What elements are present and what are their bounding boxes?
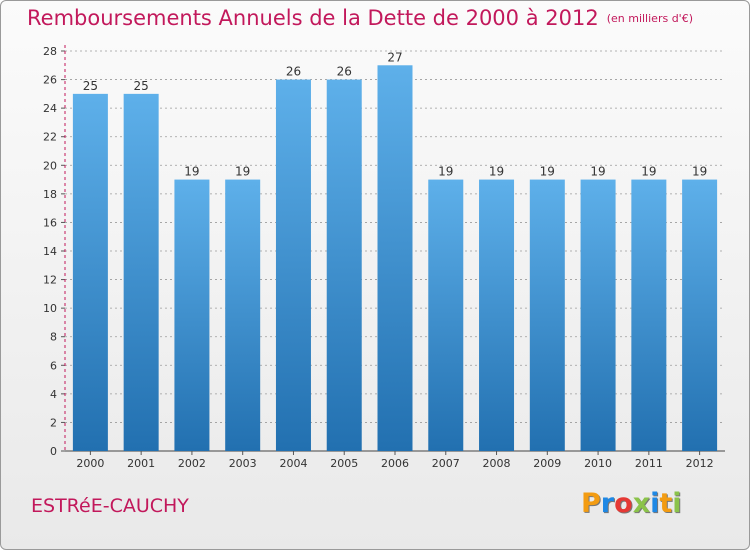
bar — [529, 179, 565, 452]
bar — [377, 65, 413, 452]
y-tick-label: 26 — [43, 74, 57, 87]
y-tick-label: 16 — [43, 216, 57, 229]
data-label: 19 — [489, 165, 504, 179]
x-tick-label: 2009 — [533, 457, 561, 470]
data-label: 19 — [590, 165, 605, 179]
y-tick-label: 24 — [43, 102, 57, 115]
x-tick-label: 2012 — [686, 457, 714, 470]
data-label: 19 — [641, 165, 656, 179]
logo-letter: x — [632, 488, 651, 519]
y-tick-label: 8 — [50, 331, 57, 344]
logo-letter: P — [581, 488, 601, 519]
bar — [580, 179, 616, 452]
logo-letter: o — [614, 488, 633, 519]
y-tick-label: 2 — [50, 416, 57, 429]
data-label: 19 — [235, 165, 250, 179]
y-tick-label: 22 — [43, 131, 57, 144]
x-tick-label: 2004 — [279, 457, 307, 470]
bar — [72, 93, 108, 451]
y-tick-label: 20 — [43, 159, 57, 172]
x-tick-label: 2003 — [229, 457, 257, 470]
y-tick-label: 10 — [43, 302, 57, 315]
data-label: 19 — [184, 165, 199, 179]
x-tick-label: 2006 — [381, 457, 409, 470]
data-label: 26 — [337, 65, 352, 79]
x-tick-label: 2001 — [127, 457, 155, 470]
logo-letter: i — [650, 488, 660, 519]
bar — [428, 179, 464, 452]
x-tick-label: 2007 — [432, 457, 460, 470]
bar — [326, 79, 362, 452]
proxiti-logo: Proxiti — [581, 488, 682, 519]
logo-letter: i — [672, 488, 682, 519]
commune-name: ESTRéE-CAUCHY — [31, 495, 189, 517]
bar — [123, 93, 159, 451]
data-label: 19 — [540, 165, 555, 179]
x-tick-label: 2008 — [483, 457, 511, 470]
x-tick-label: 2000 — [76, 457, 104, 470]
y-tick-label: 0 — [50, 445, 57, 458]
bar — [174, 179, 210, 452]
logo-letter: t — [659, 488, 673, 519]
data-label: 27 — [387, 50, 402, 64]
title-text: Remboursements Annuels de la Dette de 20… — [27, 6, 599, 30]
y-tick-label: 14 — [43, 245, 57, 258]
unit-label: (en milliers d'€) — [606, 12, 693, 25]
data-label: 25 — [83, 79, 98, 93]
x-tick-label: 2011 — [635, 457, 663, 470]
logo-letter: r — [600, 488, 615, 519]
data-label: 19 — [692, 165, 707, 179]
chart-title: Remboursements Annuels de la Dette de 20… — [27, 6, 693, 30]
data-label: 25 — [134, 79, 149, 93]
bar — [682, 179, 718, 452]
y-tick-label: 12 — [43, 274, 57, 287]
bar — [479, 179, 515, 452]
data-label: 26 — [286, 65, 301, 79]
y-tick-label: 4 — [50, 388, 57, 401]
bar — [275, 79, 311, 452]
y-tick-label: 6 — [50, 359, 57, 372]
y-tick-label: 28 — [43, 45, 57, 58]
bar — [225, 179, 261, 452]
y-tick-label: 18 — [43, 188, 57, 201]
x-tick-label: 2002 — [178, 457, 206, 470]
data-label: 19 — [438, 165, 453, 179]
x-tick-label: 2010 — [584, 457, 612, 470]
x-tick-label: 2005 — [330, 457, 358, 470]
bar — [631, 179, 667, 452]
